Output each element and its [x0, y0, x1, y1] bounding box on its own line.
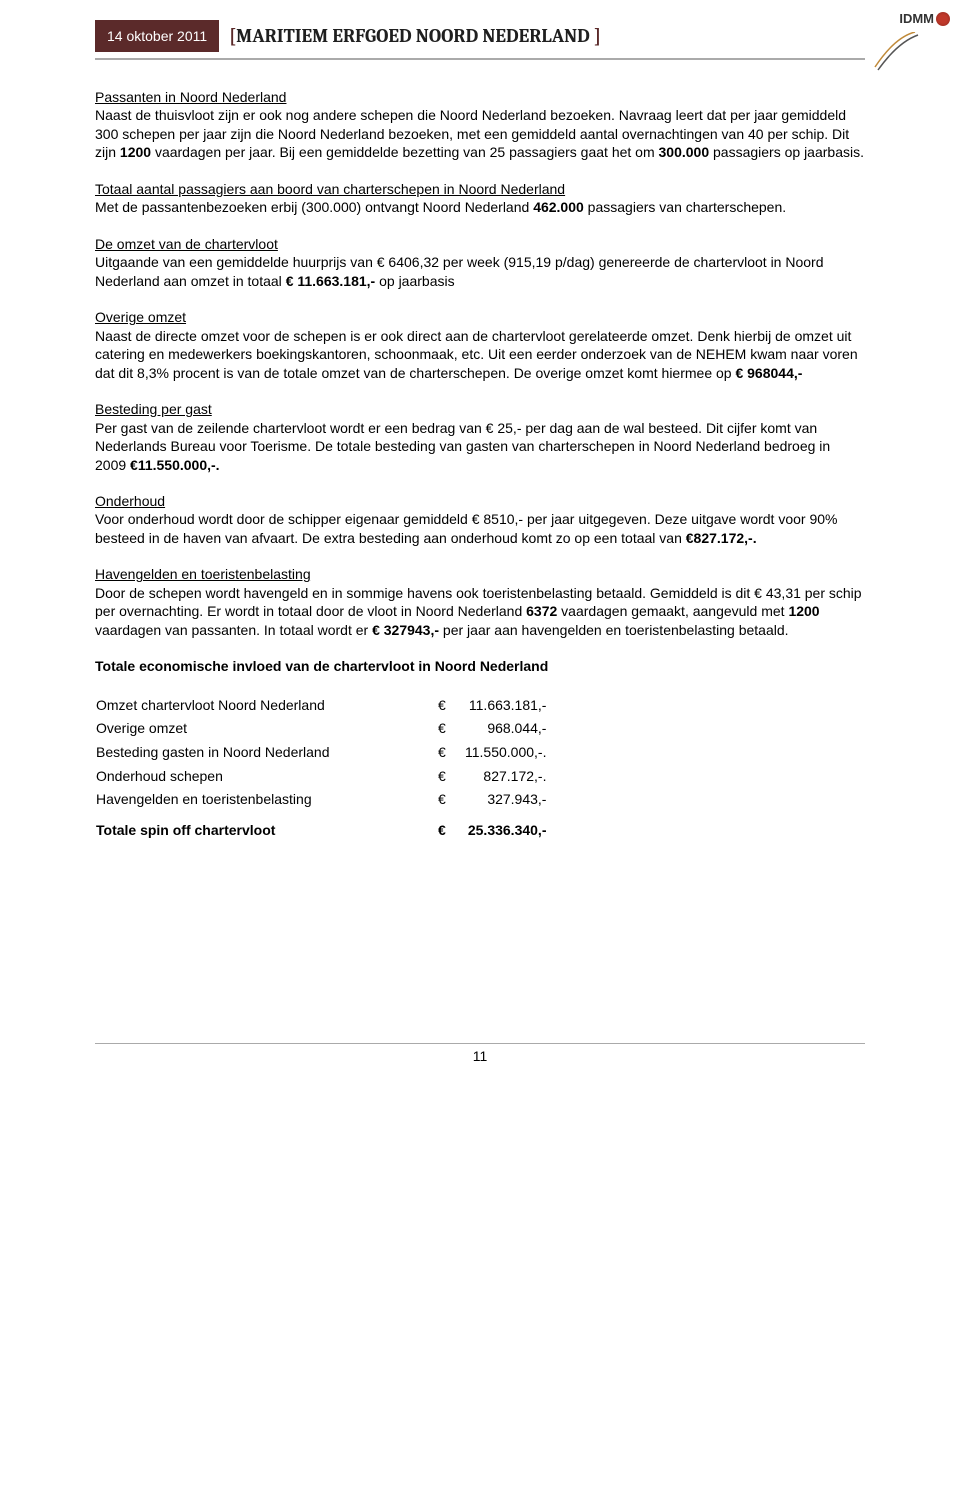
body-text: vaardagen van passanten. In totaal wordt… [95, 622, 372, 638]
document-header: 14 oktober 2011 [MARITIEM ERFGOED NOORD … [95, 20, 865, 52]
summary-currency: € [437, 717, 464, 741]
page-number: 11 [95, 1043, 865, 1064]
totale-heading: Totale economische invloed van de charte… [95, 657, 865, 675]
summary-currency: € [437, 788, 464, 812]
section-haven: Havengelden en toeristenbelasting Door d… [95, 565, 865, 639]
summary-label: Onderhoud schepen [95, 765, 437, 789]
body-text: Met de passantenbezoeken erbij (300.000)… [95, 199, 533, 215]
section-onderhoud: Onderhoud Voor onderhoud wordt door de s… [95, 492, 865, 547]
summary-value: 968.044,- [464, 717, 547, 741]
summary-label: Overige omzet [95, 717, 437, 741]
bold-value: 1200 [120, 144, 151, 160]
body-text: passagiers van charterschepen. [584, 199, 786, 215]
summary-value: 11.663.181,- [464, 694, 547, 718]
section-passanten: Passanten in Noord Nederland Naast de th… [95, 88, 865, 162]
total-row: Totale spin off chartervloot€25.336.340,… [95, 812, 547, 843]
section-omzet: De omzet van de chartervloot Uitgaande v… [95, 235, 865, 290]
overige-heading: Overige omzet [95, 309, 186, 325]
summary-label: Omzet chartervloot Noord Nederland [95, 694, 437, 718]
total-label: Totale spin off chartervloot [95, 812, 437, 843]
body-text: vaardagen gemaakt, aangevuld met [557, 603, 788, 619]
body-text: per jaar aan havengelden en toeristenbel… [439, 622, 788, 638]
total-value: 25.336.340,- [464, 812, 547, 843]
summary-value: 327.943,- [464, 788, 547, 812]
bold-value: € 11.663.181,- [286, 273, 376, 289]
onderhoud-heading: Onderhoud [95, 493, 165, 509]
date-box: 14 oktober 2011 [95, 20, 219, 52]
body-content: Passanten in Noord Nederland Naast de th… [95, 88, 865, 843]
totaal-heading: Totaal aantal passagiers aan boord van c… [95, 181, 565, 197]
logo-dot-icon [936, 12, 950, 26]
section-overige: Overige omzet Naast de directe omzet voo… [95, 308, 865, 382]
summary-value: 11.550.000,-. [464, 741, 547, 765]
summary-currency: € [437, 765, 464, 789]
body-text: vaardagen per jaar. Bij een gemiddelde b… [151, 144, 658, 160]
corner-logo: IDMM [899, 10, 950, 28]
bold-value: 1200 [788, 603, 819, 619]
document-title: [MARITIEM ERFGOED NOORD NEDERLAND ] [219, 25, 601, 47]
bold-value: 6372 [526, 603, 557, 619]
omzet-heading: De omzet van de chartervloot [95, 236, 278, 252]
body-text: Uitgaande van een gemiddelde huurprijs v… [95, 254, 824, 288]
bold-value: 462.000 [533, 199, 584, 215]
body-text: passagiers op jaarbasis. [709, 144, 864, 160]
body-text: op jaarbasis [375, 273, 454, 289]
title-text: MARITIEM ERFGOED NOORD NEDERLAND [236, 25, 594, 47]
section-besteding: Besteding per gast Per gast van de zeile… [95, 400, 865, 474]
bold-value: € 968044,- [735, 365, 802, 381]
table-row: Omzet chartervloot Noord Nederland€11.66… [95, 694, 547, 718]
table-row: Besteding gasten in Noord Nederland€11.5… [95, 741, 547, 765]
passanten-heading: Passanten in Noord Nederland [95, 89, 286, 105]
section-totaal: Totaal aantal passagiers aan boord van c… [95, 180, 865, 217]
summary-value: 827.172,-. [464, 765, 547, 789]
table-row: Overige omzet€968.044,- [95, 717, 547, 741]
logo-swoosh-icon [870, 32, 920, 72]
summary-label: Havengelden en toeristenbelasting [95, 788, 437, 812]
bold-value: 300.000 [659, 144, 710, 160]
besteding-heading: Besteding per gast [95, 401, 212, 417]
bracket-close: ] [594, 25, 601, 47]
corner-logo-text: IDMM [899, 11, 934, 26]
summary-currency: € [437, 694, 464, 718]
summary-label: Besteding gasten in Noord Nederland [95, 741, 437, 765]
summary-table: Omzet chartervloot Noord Nederland€11.66… [95, 694, 547, 843]
header-rule [95, 58, 865, 60]
bold-value: € 327943,- [372, 622, 439, 638]
total-currency: € [437, 812, 464, 843]
table-row: Onderhoud schepen€827.172,-. [95, 765, 547, 789]
table-row: Havengelden en toeristenbelasting€327.94… [95, 788, 547, 812]
summary-currency: € [437, 741, 464, 765]
bold-value: €827.172,-. [686, 530, 757, 546]
haven-heading: Havengelden en toeristenbelasting [95, 566, 311, 582]
bold-value: €11.550.000,-. [130, 457, 220, 473]
